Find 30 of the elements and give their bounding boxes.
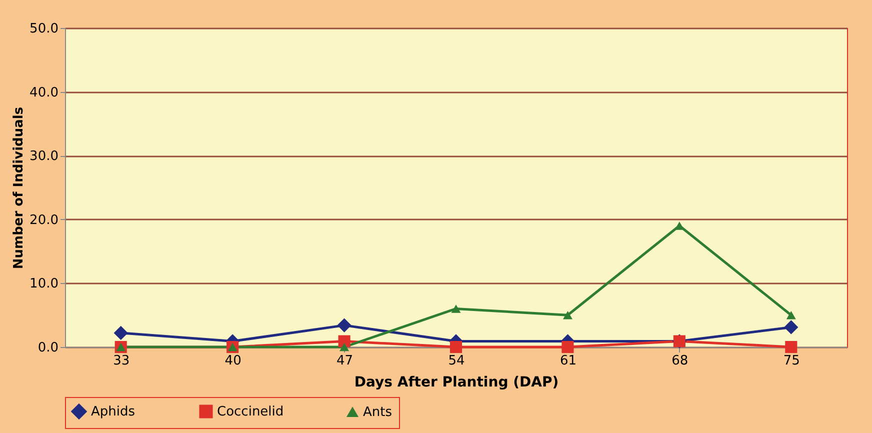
y-tick-label: 0.0 — [38, 340, 58, 356]
point — [785, 340, 798, 354]
x-tick-label: 54 — [448, 354, 465, 368]
point — [786, 310, 796, 320]
point — [674, 222, 684, 230]
y-tick-label: 10.0 — [30, 276, 58, 292]
point — [340, 342, 350, 352]
y-tick-label: 50.0 — [30, 22, 58, 36]
x-tick-label: 47 — [336, 354, 354, 368]
legend-label: Coccinelid — [217, 404, 284, 420]
point — [562, 310, 572, 320]
legend-label: Ants — [363, 405, 392, 420]
point — [451, 304, 461, 313]
x-tick-label: 33 — [113, 354, 130, 368]
y-tick-label: 40.0 — [30, 85, 58, 100]
y-tick-label: 20.0 — [30, 212, 58, 228]
point — [562, 340, 574, 354]
x-tick-label: 40 — [224, 354, 242, 368]
x-tick-label: 75 — [783, 354, 800, 368]
point — [450, 340, 462, 354]
point — [338, 335, 350, 348]
legend-label: Aphids — [91, 404, 136, 420]
point — [114, 326, 128, 340]
point — [337, 318, 352, 332]
y-axis-title: Number of Individuals — [12, 106, 27, 270]
x-tick-label: 61 — [560, 354, 576, 368]
x-tick-label: 68 — [672, 354, 688, 368]
x-axis-title: Days After Planting (DAP) — [354, 374, 559, 390]
point — [784, 320, 798, 334]
y-tick-label: 30.0 — [30, 149, 58, 164]
